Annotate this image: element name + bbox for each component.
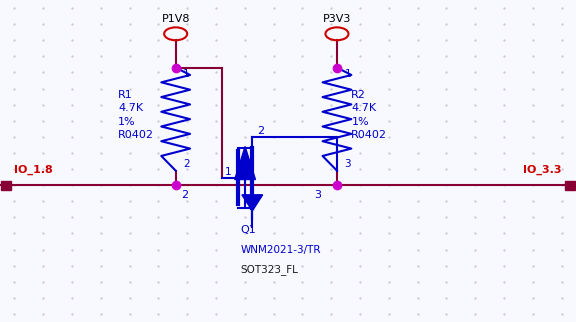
Text: Q1: Q1 [241, 225, 256, 235]
Bar [1, 181, 11, 190]
Text: 1: 1 [225, 167, 232, 177]
Text: R2: R2 [351, 90, 366, 100]
Text: 1: 1 [183, 69, 190, 79]
Text: R0402: R0402 [351, 130, 387, 140]
Text: IO_3.3: IO_3.3 [523, 165, 562, 175]
Text: 3: 3 [314, 190, 321, 200]
Text: P1V8: P1V8 [161, 14, 190, 24]
Text: 2: 2 [183, 159, 190, 169]
Text: P3V3: P3V3 [323, 14, 351, 24]
Text: 4.7K: 4.7K [351, 103, 377, 113]
Text: 2: 2 [181, 190, 188, 200]
Text: SOT323_FL: SOT323_FL [241, 264, 298, 275]
Text: IO_1.8: IO_1.8 [14, 165, 53, 175]
Text: 2: 2 [257, 126, 264, 136]
Text: R1: R1 [118, 90, 133, 100]
Text: R0402: R0402 [118, 130, 154, 140]
Polygon shape [234, 147, 256, 180]
Text: 1: 1 [344, 69, 351, 79]
Text: WNM2021-3/TR: WNM2021-3/TR [241, 245, 321, 255]
Text: 4.7K: 4.7K [118, 103, 143, 113]
Text: 1%: 1% [118, 117, 136, 127]
Bar [565, 181, 575, 190]
Polygon shape [242, 195, 263, 211]
Text: 1%: 1% [351, 117, 369, 127]
Text: 3: 3 [344, 159, 351, 169]
